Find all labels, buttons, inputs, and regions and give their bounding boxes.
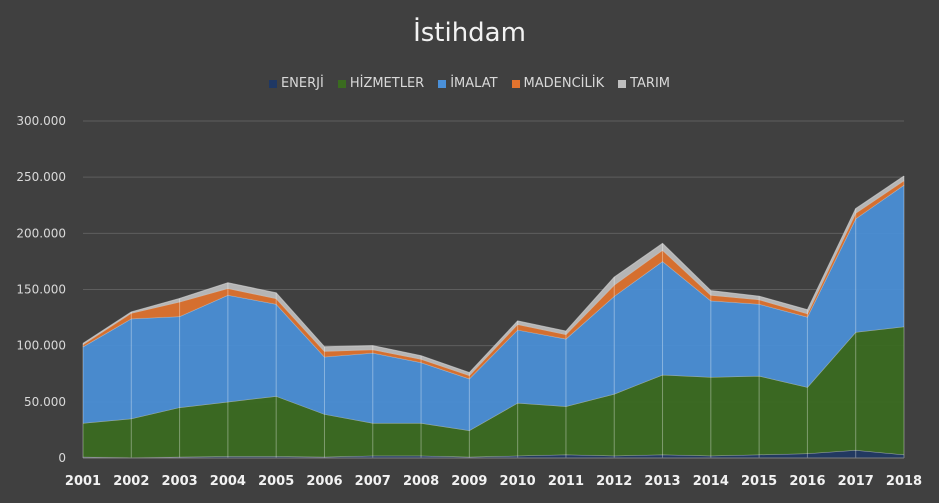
x-tick-label: 2011 (548, 474, 584, 489)
y-tick-label: 300.000 (16, 114, 66, 128)
y-tick-label: 0 (58, 451, 66, 465)
area-edge-0 (82, 449, 905, 458)
x-tick-label: 2015 (741, 474, 777, 489)
x-tick-label: 2012 (596, 474, 632, 489)
legend-item: HİZMETLER (337, 76, 425, 91)
x-tick-label: 2006 (306, 474, 342, 489)
legend-item: MADENCİLİK (511, 76, 605, 91)
x-tick-label: 2017 (838, 474, 874, 489)
y-tick-label: 150.000 (16, 283, 66, 297)
area-series-1 (83, 326, 904, 458)
legend-item: TARIM (618, 76, 670, 91)
chart-title: İstihdam (413, 18, 526, 48)
legend-swatch (268, 79, 277, 88)
legend-label: HİZMETLER (349, 76, 425, 91)
x-tick-label: 2002 (113, 474, 149, 489)
x-tick-label: 2003 (161, 474, 197, 489)
legend-swatch (337, 79, 346, 88)
area-series-2 (83, 185, 904, 431)
area-series-0 (83, 450, 904, 458)
x-tick-label: 2005 (258, 474, 294, 489)
x-tick-label: 2001 (65, 474, 101, 489)
x-tick-label: 2014 (693, 474, 729, 489)
legend-label: İMALAT (450, 76, 498, 91)
x-tick-label: 2004 (210, 474, 246, 489)
x-tick-label: 2008 (403, 474, 439, 489)
x-tick-label: 2007 (355, 474, 391, 489)
x-tick-label: 2016 (789, 474, 825, 489)
legend-item: ENERJİ (268, 76, 324, 91)
legend-item: İMALAT (438, 76, 498, 91)
chart-legend: ENERJİ HİZMETLER İMALAT MADENCİLİK TARIM (0, 76, 939, 91)
y-tick-label: 250.000 (16, 170, 66, 184)
legend-swatch (511, 79, 520, 88)
legend-swatch (618, 79, 627, 88)
legend-label: TARIM (630, 76, 671, 91)
x-tick-label: 2013 (644, 474, 680, 489)
legend-swatch (438, 79, 447, 88)
y-tick-label: 100.000 (16, 339, 66, 353)
x-tick-label: 2009 (451, 474, 487, 489)
legend-label: ENERJİ (280, 76, 324, 91)
area-edge-4 (82, 175, 905, 374)
y-tick-label: 50.000 (24, 395, 66, 409)
legend-label: MADENCİLİK (523, 76, 605, 91)
x-tick-label: 2010 (500, 474, 536, 489)
y-tick-label: 200.000 (16, 226, 66, 240)
x-tick-label: 2018 (886, 474, 922, 489)
